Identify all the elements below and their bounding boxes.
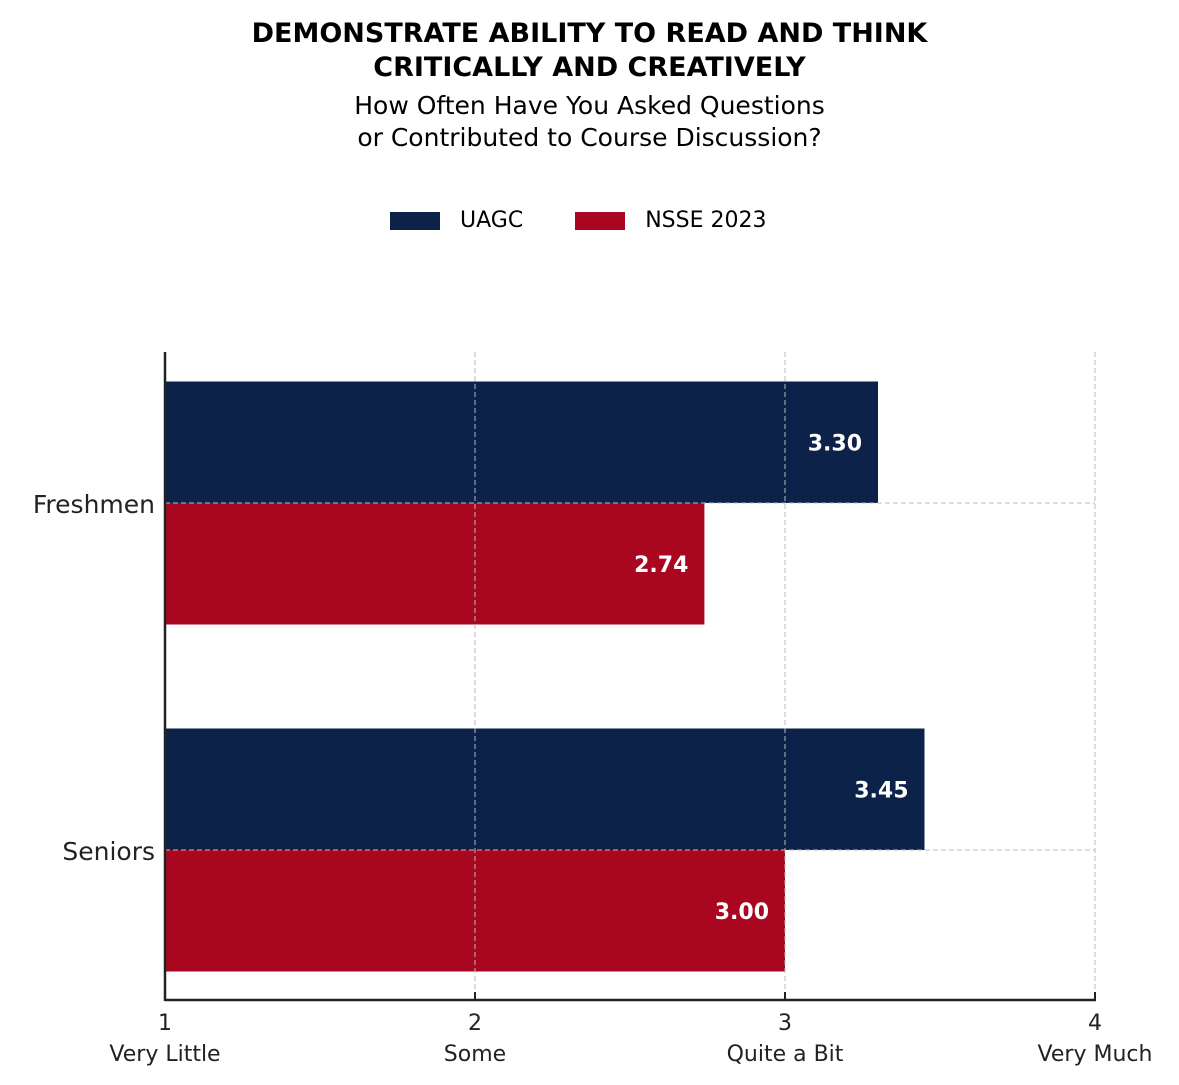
subtitle-line-1: How Often Have You Asked Questions bbox=[354, 91, 825, 120]
data-label: 3.00 bbox=[715, 900, 769, 925]
title-line-2: CRITICALLY AND CREATIVELY bbox=[373, 52, 806, 83]
title-line-1: DEMONSTRATE ABILITY TO READ AND THINK bbox=[251, 18, 928, 49]
x-tick-label: 4 bbox=[1088, 1011, 1102, 1036]
legend-item-nsse: NSSE 2023 bbox=[575, 208, 766, 233]
legend-swatch-uagc bbox=[390, 211, 440, 230]
bar-seniors-0 bbox=[165, 728, 925, 850]
legend-label-uagc: UAGC bbox=[460, 208, 524, 233]
data-label: 3.30 bbox=[808, 431, 862, 456]
x-tick-sublabel: Quite a Bit bbox=[727, 1042, 844, 1067]
subtitle-line-2: or Contributed to Course Discussion? bbox=[357, 123, 822, 152]
x-tick-sublabel: Very Much bbox=[1038, 1042, 1153, 1067]
x-tick-sublabel: Very Little bbox=[109, 1042, 220, 1067]
bar-freshmen-1 bbox=[165, 503, 705, 625]
bar-seniors-1 bbox=[165, 850, 785, 972]
legend: UAGC NSSE 2023 bbox=[390, 208, 818, 233]
legend-label-nsse: NSSE 2023 bbox=[645, 208, 767, 233]
legend-swatch-nsse bbox=[575, 211, 626, 230]
bar-freshmen-0 bbox=[165, 381, 878, 503]
chart-title: DEMONSTRATE ABILITY TO READ AND THINK CR… bbox=[0, 17, 1179, 85]
category-label: Seniors bbox=[62, 837, 155, 866]
x-tick-label: 1 bbox=[158, 1011, 172, 1036]
x-tick-sublabel: Some bbox=[444, 1042, 506, 1067]
legend-item-uagc: UAGC bbox=[390, 208, 523, 233]
data-label: 2.74 bbox=[634, 553, 688, 578]
x-tick-label: 2 bbox=[468, 1011, 482, 1036]
data-label: 3.45 bbox=[854, 778, 908, 803]
category-label: Freshmen bbox=[33, 490, 155, 519]
chart-subtitle: How Often Have You Asked Questions or Co… bbox=[0, 90, 1179, 154]
x-tick-label: 3 bbox=[778, 1011, 792, 1036]
